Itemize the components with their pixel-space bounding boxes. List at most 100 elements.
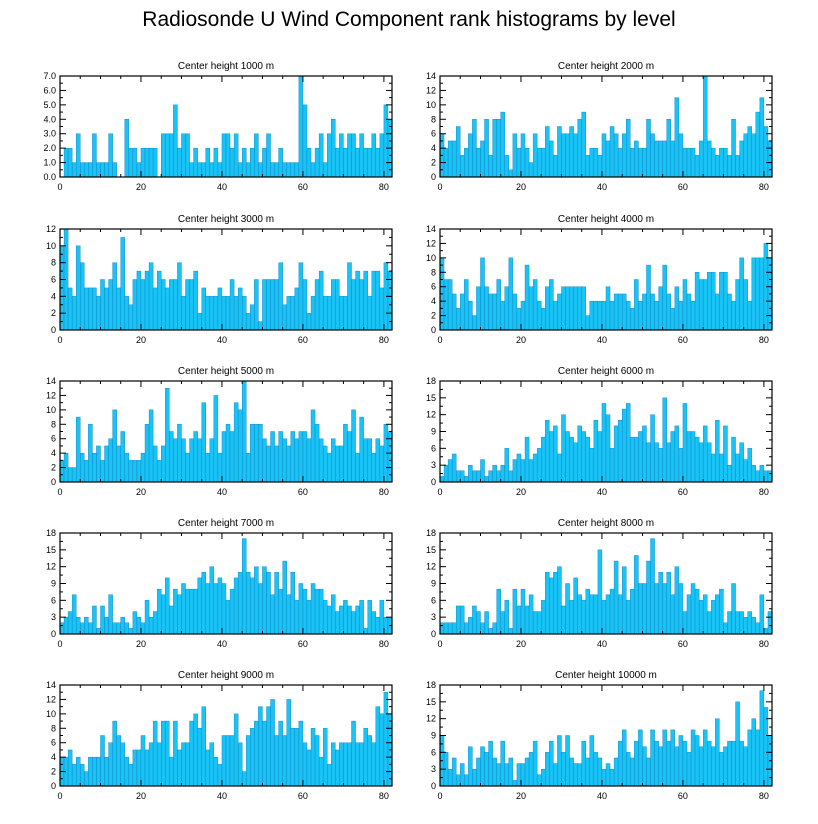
bar-rank-81 (767, 611, 773, 635)
bar-rank-58 (674, 746, 680, 787)
bar-rank-6 (84, 460, 89, 483)
bar-rank-72 (351, 409, 356, 483)
bar-rank-29 (557, 126, 562, 178)
bar-rank-15 (120, 616, 125, 635)
bar-rank-8 (92, 133, 97, 178)
panel-9: Center height 9000 m 0 20 40 60 80 0 2 4 6 8 10 12 14 (46, 670, 393, 801)
x-tick-label: 60 (678, 791, 688, 801)
bar-rank-36 (585, 155, 591, 178)
bar-rank-12 (488, 628, 493, 635)
bar-rank-22 (528, 459, 534, 483)
bar-rank-34 (577, 594, 582, 635)
bar-rank-67 (711, 453, 716, 483)
x-tick-label: 40 (217, 639, 227, 649)
bar-rank-71 (727, 293, 732, 331)
bar-rank-77 (751, 257, 757, 331)
bar-rank-8 (472, 768, 477, 787)
bar-rank-57 (670, 729, 676, 787)
bar-rank-40 (221, 133, 227, 178)
y-tick-label: 12 (426, 410, 436, 420)
bar-rank-41 (605, 594, 611, 635)
bar-rank-4 (455, 774, 461, 787)
bar-rank-14 (496, 763, 501, 787)
bar-rank-25 (541, 600, 546, 635)
x-tick-label: 80 (759, 791, 769, 801)
y-tick-label: 4 (431, 296, 436, 306)
bar-rank-66 (327, 296, 332, 331)
bar-rank-81 (767, 470, 773, 483)
bar-rank-67 (331, 119, 336, 178)
bar-rank-63 (314, 735, 320, 787)
bar-rank-28 (553, 155, 558, 178)
bar-rank-2 (447, 279, 453, 331)
bar-rank-27 (169, 431, 174, 483)
bar-rank-78 (755, 257, 761, 331)
bar-rank-49 (638, 431, 643, 483)
bar-rank-26 (545, 752, 550, 787)
bar-rank-8 (92, 452, 97, 483)
bar-rank-12 (108, 279, 113, 331)
x-tick-label: 20 (136, 639, 146, 649)
bar-rank-24 (536, 147, 542, 178)
panel-title: Center height 3000 m (178, 214, 274, 225)
bar-rank-10 (100, 279, 105, 331)
bar-rank-76 (367, 600, 372, 635)
bar-rank-2 (447, 140, 453, 178)
bar-rank-9 (96, 445, 101, 483)
bar-rank-8 (472, 315, 477, 331)
bar-rank-74 (359, 133, 364, 178)
bar-rank-75 (363, 628, 368, 635)
x-tick-label: 60 (678, 182, 688, 192)
bar-rank-36 (205, 583, 211, 635)
panel-title: Center height 2000 m (558, 61, 654, 72)
bar-rank-26 (545, 420, 550, 483)
bar-rank-42 (229, 431, 235, 483)
bar-rank-76 (747, 611, 752, 635)
bar-rank-45 (621, 566, 627, 635)
bar-rank-39 (597, 549, 603, 635)
bar-rank-75 (363, 147, 368, 178)
bar-rank-40 (601, 133, 607, 178)
bar-rank-42 (229, 147, 235, 178)
bar-rank-31 (185, 279, 190, 331)
y-tick-label: 18 (426, 528, 436, 538)
y-tick-label: 6 (51, 595, 56, 605)
bar-rank-2 (67, 147, 73, 178)
bar-rank-50 (642, 147, 647, 178)
y-tick-label: 6 (431, 282, 436, 292)
bar-rank-59 (678, 300, 684, 331)
bar-rank-59 (298, 431, 304, 483)
panel-title: Center height 8000 m (558, 518, 654, 529)
bar-rank-46 (246, 162, 251, 178)
x-tick-label: 60 (298, 335, 308, 345)
bar-rank-37 (589, 300, 595, 331)
bar-rank-5 (460, 763, 465, 787)
bar-rank-49 (258, 583, 263, 635)
bar-rank-38 (213, 147, 219, 178)
bar-rank-0 (439, 622, 445, 635)
bar-rank-70 (343, 742, 348, 787)
bar-rank-46 (626, 600, 631, 635)
bar-rank-16 (124, 296, 130, 331)
bar-rank-8 (472, 470, 477, 483)
y-tick-label: 8 (431, 114, 436, 124)
bar-rank-14 (116, 445, 121, 483)
bar-rank-34 (197, 162, 202, 178)
bar-rank-44 (237, 409, 243, 483)
bar-rank-23 (152, 147, 158, 178)
y-tick-label: 0 (51, 477, 56, 487)
bar-rank-12 (488, 740, 493, 787)
bar-rank-24 (536, 611, 542, 635)
x-tick-label: 20 (136, 791, 146, 801)
y-tick-label: 2 (431, 311, 436, 321)
bar-rank-56 (666, 119, 671, 178)
bar-rank-10 (100, 605, 105, 635)
y-tick-label: 10 (46, 405, 56, 415)
bar-rank-37 (589, 594, 595, 635)
bar-rank-43 (613, 560, 619, 635)
bar-rank-58 (294, 438, 300, 483)
bar-rank-71 (727, 611, 732, 635)
bar-rank-50 (642, 583, 647, 635)
bar-rank-68 (335, 611, 340, 635)
y-tick-label: 18 (426, 680, 436, 690)
